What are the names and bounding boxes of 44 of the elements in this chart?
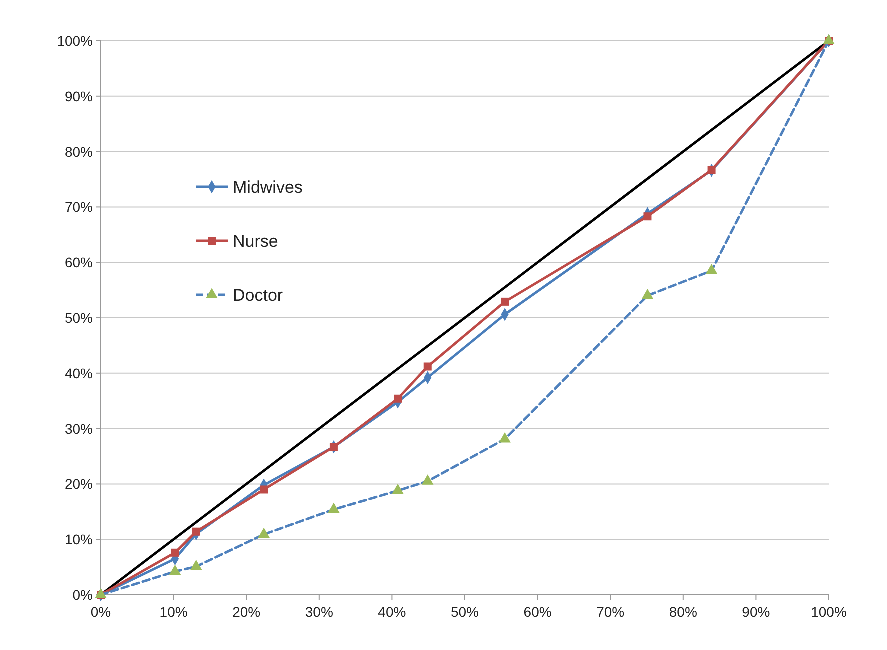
legend-label: Midwives — [233, 178, 303, 197]
point — [424, 362, 432, 371]
point — [169, 564, 182, 576]
y-tick-label: 40% — [64, 365, 93, 382]
y-tick-label: 60% — [64, 254, 93, 271]
point — [501, 298, 510, 306]
y-tick-label: 20% — [64, 476, 93, 492]
point — [644, 212, 652, 221]
y-tick-label: 90% — [64, 88, 93, 104]
point — [706, 264, 718, 274]
point — [392, 484, 404, 494]
y-tick-label: 50% — [64, 310, 93, 326]
x-tick-label: 100% — [811, 604, 847, 620]
x-tick-label: 40% — [378, 604, 406, 620]
point — [260, 486, 268, 494]
y-tick-label: 70% — [64, 199, 93, 216]
x-tick-label: 0% — [90, 604, 112, 620]
y-tick-label: 80% — [64, 144, 93, 160]
y-tick-label: 0% — [72, 587, 93, 603]
point — [258, 528, 270, 538]
y-tick-label: 100% — [57, 33, 93, 49]
x-tick-label: 70% — [596, 604, 625, 620]
y-tick-label: 10% — [64, 532, 93, 548]
point — [171, 548, 180, 557]
y-tick-label: 30% — [64, 420, 93, 437]
x-tick-label: 90% — [742, 604, 770, 620]
x-tick-label: 10% — [160, 604, 188, 620]
point — [190, 560, 202, 570]
x-tick-label: 30% — [305, 604, 334, 620]
point — [328, 502, 340, 514]
point — [642, 289, 654, 300]
x-tick-label: 50% — [450, 604, 480, 620]
point — [192, 528, 200, 536]
x-tick-label: 80% — [669, 604, 698, 620]
point — [499, 432, 511, 443]
point — [394, 394, 402, 403]
point — [95, 588, 107, 598]
legend-label: Doctor — [233, 286, 284, 305]
point — [330, 443, 338, 452]
legend-label: Nurse — [233, 232, 278, 251]
point — [422, 474, 434, 485]
x-tick-label: 60% — [524, 604, 552, 620]
point — [708, 166, 716, 174]
x-tick-label: 20% — [232, 604, 261, 620]
